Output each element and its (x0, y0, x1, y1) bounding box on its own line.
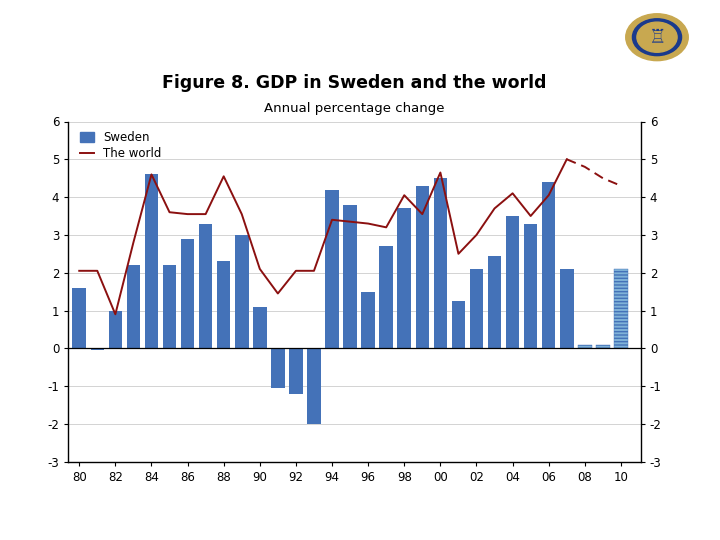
Bar (289, 348, 302, 394)
Circle shape (632, 19, 682, 56)
Bar (542, 182, 556, 348)
Bar (217, 261, 230, 348)
Bar (469, 269, 483, 348)
Text: RIKSBANK: RIKSBANK (637, 78, 677, 84)
Bar (560, 269, 574, 348)
Bar (343, 205, 357, 348)
Bar (361, 292, 375, 348)
Bar (415, 186, 429, 348)
Bar (614, 269, 628, 348)
Bar (325, 190, 339, 348)
Bar (91, 348, 104, 350)
Text: Annual percentage change: Annual percentage change (264, 102, 445, 115)
Bar (253, 307, 266, 348)
Bar (127, 265, 140, 348)
Bar (109, 310, 122, 348)
Bar (235, 235, 248, 348)
Circle shape (637, 22, 677, 52)
Legend: Sweden, The world: Sweden, The world (77, 129, 164, 163)
Bar (271, 348, 284, 388)
Bar (506, 216, 519, 348)
Bar (397, 208, 411, 348)
Bar (163, 265, 176, 348)
Bar (199, 224, 212, 348)
Bar (181, 239, 194, 348)
Text: Sources: IMF, Statistics Sweden and the Riksbank: Sources: IMF, Statistics Sweden and the … (194, 509, 526, 522)
Bar (73, 288, 86, 348)
Bar (307, 348, 320, 424)
Bar (433, 178, 447, 348)
Bar (524, 224, 537, 348)
Bar (145, 174, 158, 348)
Text: ♖: ♖ (648, 28, 666, 46)
Bar (451, 301, 465, 348)
Circle shape (626, 14, 688, 60)
Bar (578, 345, 592, 348)
Bar (487, 255, 501, 348)
Bar (596, 345, 610, 348)
Text: SVERIGES: SVERIGES (638, 68, 676, 73)
Bar (379, 246, 393, 348)
Text: Figure 8. GDP in Sweden and the world: Figure 8. GDP in Sweden and the world (162, 74, 547, 92)
